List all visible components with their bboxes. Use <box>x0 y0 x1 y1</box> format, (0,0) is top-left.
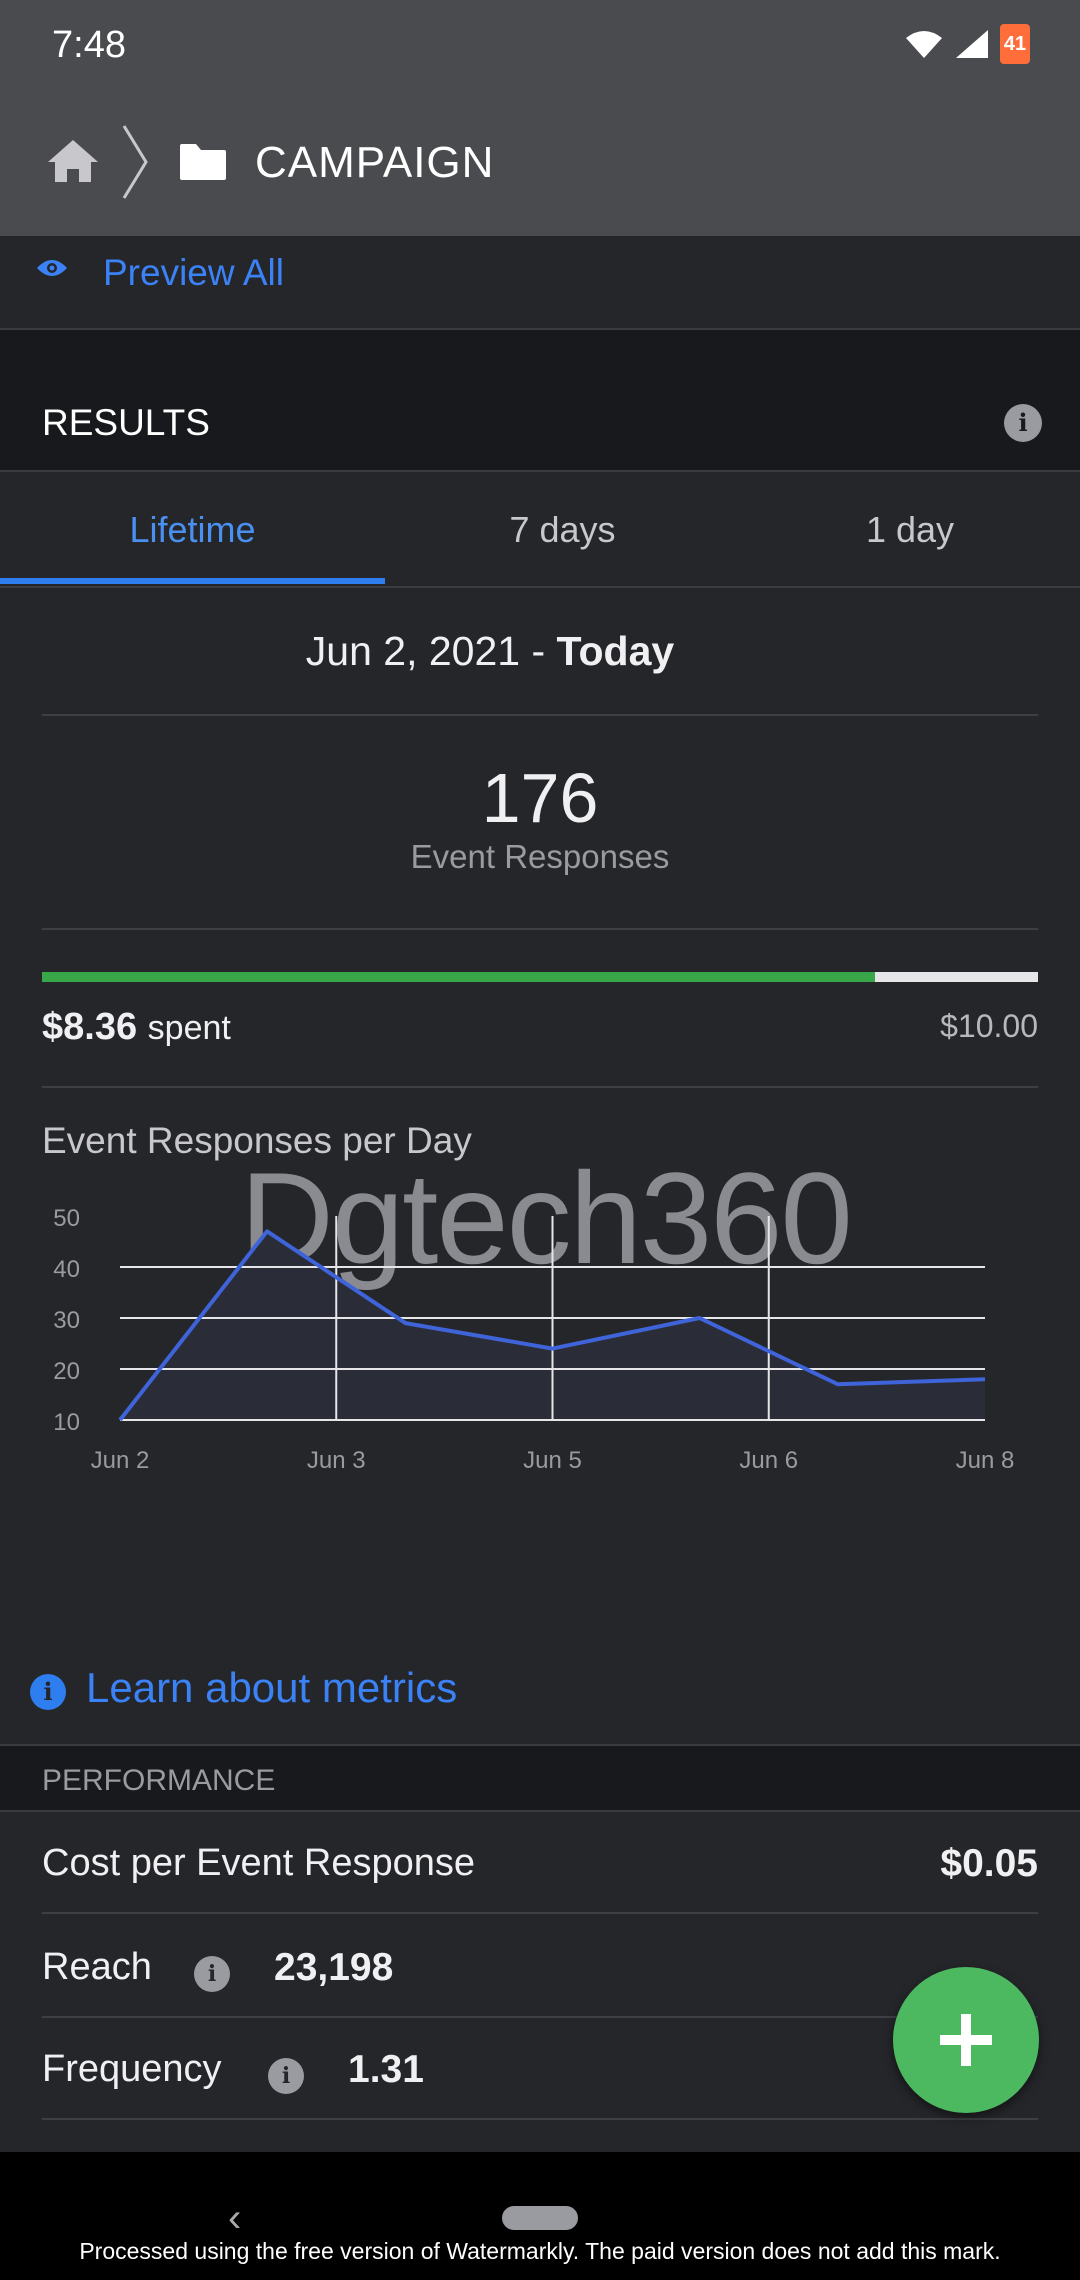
performance-header: PERFORMANCE <box>0 1744 1080 1812</box>
chart-x-tick-label: Jun 6 <box>739 1447 798 1474</box>
metric-label: Cost per Event Response <box>42 1842 476 1884</box>
metric-value: $0.05 <box>940 1842 1038 1885</box>
metric-row-cost: Cost per Event Response $0.05 <box>42 1812 1038 1914</box>
info-icon: i <box>30 1674 66 1710</box>
budget-total: $10.00 <box>940 1008 1038 1044</box>
time-range-tabs: Lifetime 7 days 1 day <box>0 472 1080 588</box>
chart-y-tick-label: 40 <box>53 1256 80 1283</box>
chevron-right-icon <box>122 125 148 199</box>
chart-x-tick-label: Jun 8 <box>956 1447 1015 1474</box>
info-icon[interactable]: i <box>1004 404 1042 442</box>
learn-about-metrics-label: Learn about metrics <box>86 1664 458 1711</box>
app-header: CAMPAIGN <box>0 88 1080 236</box>
amount-spent-label: spent <box>147 1009 231 1047</box>
date-range-end: Today <box>556 628 675 674</box>
chart-title: Event Responses per Day <box>42 1120 472 1161</box>
metric-value: 23,198 <box>274 1946 394 1989</box>
tab-1-day[interactable]: 1 day <box>865 509 955 550</box>
home-pill[interactable] <box>502 2206 578 2230</box>
info-icon[interactable]: i <box>268 2058 304 2094</box>
chart-x-tick-label: Jun 2 <box>91 1447 150 1474</box>
divider <box>42 928 1038 930</box>
wifi-icon <box>906 31 942 58</box>
divider <box>42 1086 1038 1088</box>
results-panel: Jun 2, 2021 - Today 176 Event Responses … <box>0 588 1080 1744</box>
metric-label: Frequency <box>42 2048 222 2090</box>
metric-label: Reach <box>42 1946 152 1988</box>
performance-panel: Cost per Event Response $0.05 Reach i 23… <box>0 1812 1080 2152</box>
performance-title: PERFORMANCE <box>42 1764 276 1797</box>
preview-all-label: Preview All <box>103 252 284 293</box>
status-icons: 41 <box>904 24 1030 64</box>
info-icon[interactable]: i <box>194 1956 230 1992</box>
chart-y-tick-label: 50 <box>53 1205 80 1232</box>
budget-progress-bar <box>42 972 1038 982</box>
status-bar: 7:48 41 <box>0 0 1080 88</box>
date-range: Jun 2, 2021 - Today <box>0 628 980 675</box>
eye-icon <box>37 260 67 276</box>
metric-row-frequency: Frequency i 1.31 <box>42 2018 1038 2120</box>
amount-spent-value: $8.36 <box>42 1006 138 1048</box>
divider <box>42 714 1038 716</box>
event-responses-label: Event Responses <box>410 838 670 875</box>
add-button[interactable] <box>893 1967 1039 2113</box>
tab-indicator <box>0 578 385 584</box>
chart-x-tick-label: Jun 3 <box>307 1447 366 1474</box>
metric-value: 1.31 <box>348 2048 424 2091</box>
watermark-footer: Processed using the free version of Wate… <box>79 2238 1001 2264</box>
results-header: RESULTS i <box>0 330 1080 472</box>
back-icon[interactable]: ‹ <box>228 2196 242 2240</box>
tab-lifetime[interactable]: Lifetime <box>129 509 256 550</box>
tab-7-days[interactable]: 7 days <box>509 509 616 550</box>
budget-progress-fill <box>42 972 875 982</box>
home-icon[interactable] <box>46 138 100 184</box>
metric-row-reach: Reach i 23,198 <box>42 1916 1038 2018</box>
chart-y-tick-label: 30 <box>53 1307 80 1334</box>
signal-icon <box>956 30 988 58</box>
chart-x-tick-label: Jun 5 <box>523 1447 582 1474</box>
battery-icon: 41 <box>1000 24 1030 64</box>
page-title: CAMPAIGN <box>255 138 495 187</box>
event-responses-count: 176 <box>481 759 599 837</box>
amount-spent: $8.36 spent <box>42 1006 231 1049</box>
status-time: 7:48 <box>52 24 126 66</box>
folder-icon <box>180 144 226 180</box>
results-title: RESULTS <box>42 402 210 443</box>
chart-y-tick-label: 10 <box>53 1409 80 1436</box>
preview-all-link[interactable]: Preview All <box>0 236 1080 330</box>
event-responses-chart: 10 20 30 40 50 Jun 2 Jun 3 Jun 5 Jun 6 Jun 8 <box>53 1205 1015 1474</box>
date-range-start: Jun 2, 2021 - <box>305 628 557 674</box>
chart-y-tick-label: 20 <box>53 1358 80 1385</box>
system-nav-bar: ‹ Processed using the free version of Wa… <box>0 2152 1080 2280</box>
